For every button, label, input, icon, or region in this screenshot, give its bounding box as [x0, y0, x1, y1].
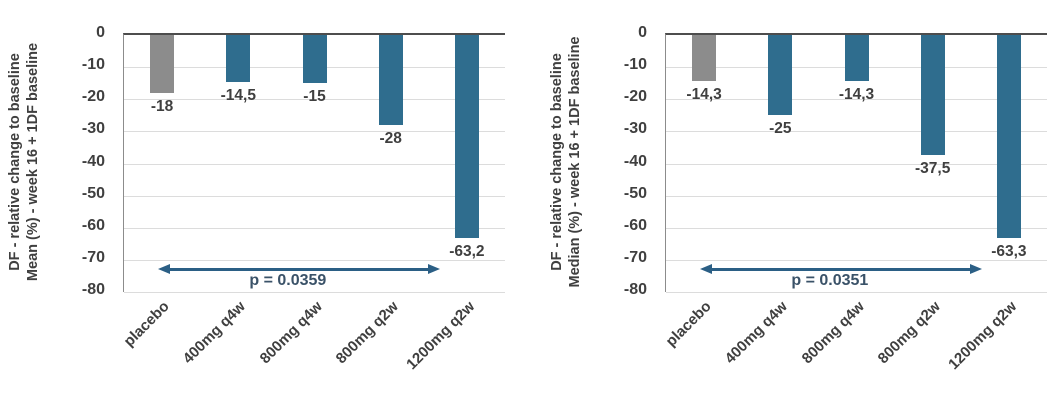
y-axis-title-text: DF - relative change to baseline Mean (%…	[6, 42, 42, 280]
bar-value-label: -14,3	[838, 85, 875, 103]
bar-value-label: -63,3	[991, 243, 1027, 261]
y-axis-title-line2: Median (%) - week 16 + 1DF baseline	[567, 35, 583, 288]
gridline	[124, 292, 505, 293]
arrowhead-right-icon	[970, 264, 983, 274]
gridline	[124, 131, 505, 133]
plot-area: p = 0.0359 -18 -14,5 -15 -28 -63,2	[123, 33, 505, 293]
arrow-shaft	[170, 267, 429, 271]
bar-value-label: -28	[379, 129, 402, 147]
y-tick-label: -30	[81, 120, 105, 138]
plot-area: p = 0.0351 -14,3 -25 -14,3 -37,5 -63,3	[665, 33, 1047, 293]
y-tick-label: -80	[623, 281, 647, 298]
y-axis-ticks: 0 -10 -20 -30 -40 -50 -60 -70 -80	[47, 24, 105, 298]
x-category-label: 800mg q2w	[332, 298, 402, 368]
x-axis-labels: placebo 400mg q4w 800mg q4w 800mg q2w 1200mg…	[121, 294, 504, 404]
y-tick-label: -50	[623, 184, 647, 202]
gridline	[124, 227, 505, 229]
chart-median: DF - relative change to baseline Median …	[545, 8, 1063, 413]
bar-value-label: -14,3	[686, 85, 722, 103]
y-axis-ticks: 0 -10 -20 -30 -40 -50 -60 -70 -80	[589, 24, 647, 298]
bar-1200mg-q2w	[996, 35, 1021, 239]
bar-800mg-q2w	[378, 35, 403, 125]
y-axis-title-line1: DF - relative change to baseline	[549, 52, 565, 271]
arrowhead-right-icon	[428, 264, 441, 274]
gridline	[666, 131, 1047, 133]
y-tick-label: -20	[623, 88, 647, 106]
bar-800mg-q2w	[920, 35, 945, 156]
arrowhead-left-icon	[158, 264, 171, 274]
significance-arrow-icon	[700, 263, 983, 275]
gridline	[666, 227, 1047, 229]
bar-value-label: -63,2	[449, 243, 485, 261]
x-category-label: 800mg q4w	[256, 298, 326, 368]
bar-value-label: -37,5	[915, 160, 951, 178]
y-tick-label: -10	[81, 56, 105, 74]
gridline	[124, 195, 505, 197]
x-category-label: placebo	[663, 298, 716, 351]
bar-value-label: -15	[303, 88, 326, 106]
bar-800mg-q4w	[844, 35, 869, 81]
x-category-label: placebo	[121, 298, 174, 351]
chart-mean: DF - relative change to baseline Mean (%…	[3, 8, 521, 413]
arrow-shaft	[712, 267, 971, 271]
gridline	[666, 292, 1047, 293]
p-value-label: p = 0.0359	[249, 272, 327, 289]
y-tick-label: -70	[81, 248, 105, 266]
y-axis-title-line2: Mean (%) - week 16 + 1DF baseline	[25, 42, 41, 281]
gridline	[666, 195, 1047, 197]
gridline	[124, 99, 505, 101]
y-axis-title: DF - relative change to baseline Median …	[545, 33, 587, 290]
y-axis-title-text: DF - relative change to baseline Median …	[548, 36, 584, 287]
y-tick-label: 0	[96, 24, 105, 41]
gridline	[666, 259, 1047, 261]
y-tick-label: -40	[81, 152, 105, 170]
y-tick-label: -60	[623, 216, 647, 234]
bar-value-label: -18	[150, 97, 174, 115]
y-tick-label: 0	[638, 24, 647, 41]
y-axis-title-line1: DF - relative change to baseline	[7, 52, 23, 271]
arrowhead-left-icon	[700, 264, 713, 274]
bar-placebo	[150, 35, 175, 93]
y-tick-label: -60	[81, 216, 105, 234]
y-tick-label: -70	[623, 248, 647, 266]
x-category-label: 1200mg q2w	[944, 298, 1020, 374]
bar-placebo	[692, 35, 717, 81]
y-tick-label: -40	[623, 152, 647, 170]
y-axis-title: DF - relative change to baseline Mean (%…	[3, 33, 45, 290]
bar-1200mg-q2w	[454, 35, 479, 239]
x-category-label: 400mg q4w	[722, 298, 792, 368]
x-category-label: 800mg q4w	[798, 298, 868, 368]
y-tick-label: -10	[623, 56, 647, 74]
bar-400mg-q4w	[768, 35, 793, 116]
gridline	[666, 163, 1047, 165]
p-value-label: p = 0.0351	[791, 272, 869, 289]
x-category-label: 400mg q4w	[180, 298, 250, 368]
gridline	[124, 259, 505, 261]
significance-arrow-icon	[158, 263, 441, 275]
bar-value-label: -14,5	[220, 86, 256, 104]
gridline	[666, 99, 1047, 101]
x-category-label: 1200mg q2w	[402, 298, 478, 374]
gridline	[124, 163, 505, 165]
x-axis-labels: placebo 400mg q4w 800mg q4w 800mg q2w 1200mg…	[663, 294, 1046, 404]
bar-value-label: -25	[769, 120, 792, 138]
x-category-label: 800mg q2w	[874, 298, 944, 368]
bar-400mg-q4w	[226, 35, 251, 82]
y-tick-label: -50	[81, 184, 105, 202]
y-tick-label: -80	[81, 281, 105, 298]
y-tick-label: -20	[81, 88, 105, 106]
y-tick-label: -30	[623, 120, 647, 138]
bar-800mg-q4w	[302, 35, 327, 84]
